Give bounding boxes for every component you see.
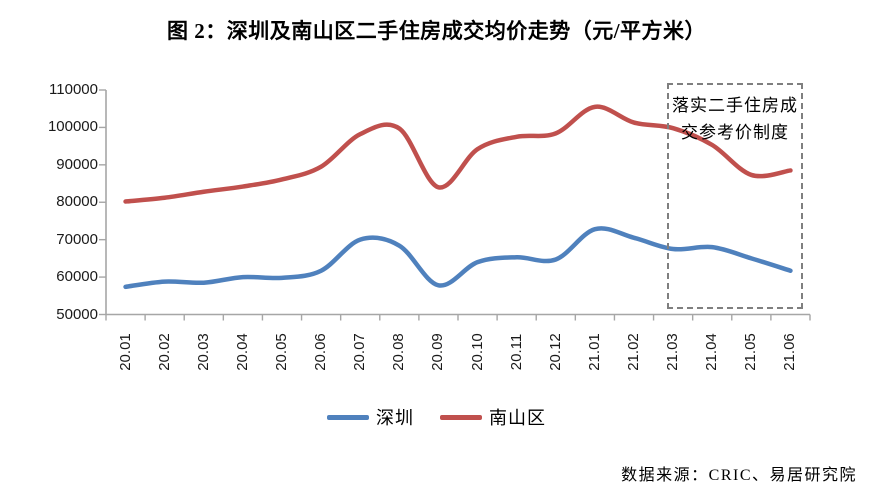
y-axis-label: 70000: [56, 230, 98, 248]
legend-label-shenzhen: 深圳: [376, 408, 414, 428]
x-axis-label: 20.09: [429, 333, 447, 371]
policy-annotation-line2: 交参考价制度: [681, 123, 789, 142]
x-axis-label: 21.01: [585, 333, 603, 371]
legend-item-shenzhen: 深圳: [327, 404, 414, 430]
x-axis-label: 20.11: [507, 333, 525, 371]
x-axis-label: 20.03: [194, 333, 212, 371]
x-axis-label: 20.06: [312, 333, 330, 371]
policy-annotation-box: 落实二手住房成 交参考价制度: [667, 83, 803, 309]
x-axis-label: 20.07: [351, 333, 369, 371]
x-axis-label: 21.02: [625, 333, 642, 371]
chart-title: 图 2：深圳及南山区二手住房成交均价走势（元/平方米）: [166, 19, 707, 43]
x-axis-label: 20.10: [468, 333, 486, 371]
y-axis-label: 110000: [49, 81, 98, 98]
series-line-南山区: [123, 104, 793, 204]
x-axis-label: 21.05: [742, 333, 760, 371]
y-axis-label: 60000: [56, 268, 98, 286]
x-axis-label: 20.08: [390, 333, 408, 371]
y-axis-label: 100000: [47, 118, 98, 136]
x-axis-label: 21.06: [781, 333, 799, 371]
x-axis-label: 20.12: [546, 333, 564, 371]
x-axis-label: 20.02: [155, 333, 173, 371]
x-axis-label: 21.03: [664, 333, 682, 371]
legend-label-nanshan: 南山区: [489, 408, 546, 428]
legend-item-nanshan: 南山区: [440, 404, 546, 430]
legend: 深圳 南山区: [0, 404, 873, 430]
y-axis-label: 90000: [56, 155, 98, 173]
series-line-深圳: [123, 226, 793, 290]
y-axis-label: 50000: [56, 305, 98, 323]
legend-swatch-nanshan: [440, 414, 482, 420]
x-axis-label: 20.04: [233, 333, 251, 371]
policy-annotation-line1: 落实二手住房成: [672, 96, 798, 115]
x-axis-label: 20.05: [273, 333, 290, 371]
x-axis-label: 20.01: [116, 333, 134, 371]
data-source-note: 数据来源：CRIC、易居研究院: [621, 467, 857, 484]
y-axis-label: 80000: [56, 193, 98, 211]
x-axis-label: 21.04: [703, 333, 721, 371]
legend-swatch-shenzhen: [327, 414, 369, 420]
